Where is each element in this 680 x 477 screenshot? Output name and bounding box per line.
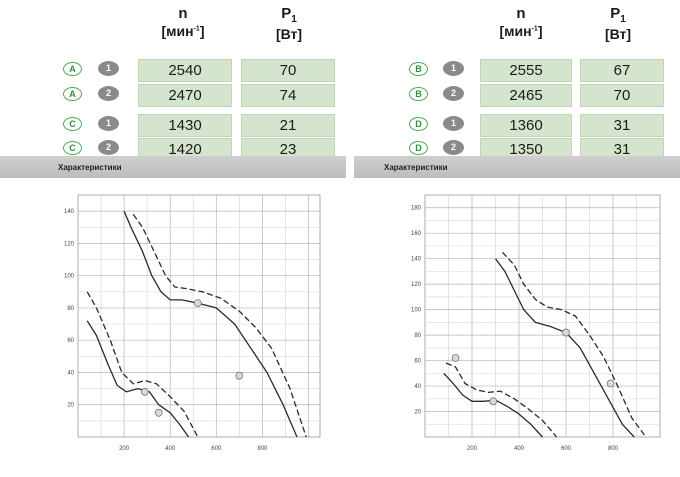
curve-badge: A — [63, 62, 82, 76]
speed-cell: 1430 — [138, 114, 232, 137]
curve-badge: B — [409, 62, 428, 76]
power-unit: [Вт] — [604, 26, 632, 42]
y-tick-label: 120 — [411, 282, 422, 288]
step-badge: 2 — [443, 86, 464, 101]
curve-badge: A — [63, 87, 82, 101]
series-line-solid — [86, 320, 190, 438]
speed-symbol: n — [178, 5, 188, 22]
speed-header-right: n [мин-1] — [476, 6, 566, 39]
y-tick-label: 140 — [64, 209, 75, 215]
section-label-right: Характеристики — [384, 163, 448, 172]
curve-badge: D — [409, 117, 428, 131]
speed-unit: [мин-1] — [499, 22, 543, 39]
y-tick-label: 60 — [414, 359, 421, 365]
speed-cell: 2555 — [480, 59, 572, 82]
operating-point — [140, 387, 149, 396]
step-badge: 1 — [443, 116, 464, 131]
power-symbol: P1 — [281, 5, 297, 25]
y-tick-label: 100 — [411, 308, 422, 314]
y-tick-label: 20 — [67, 403, 74, 409]
operating-point — [489, 397, 498, 406]
x-tick-label: 400 — [165, 446, 176, 452]
x-tick-label: 200 — [119, 446, 130, 452]
operating-point — [154, 408, 163, 417]
curve-badge: D — [409, 141, 428, 155]
curve-badge: B — [409, 87, 428, 101]
series-line-dashed — [132, 214, 307, 438]
power-cell: 70 — [241, 59, 335, 82]
x-tick-label: 800 — [608, 446, 619, 452]
y-tick-label: 80 — [414, 333, 421, 339]
x-tick-label: 200 — [467, 446, 478, 452]
section-band-left — [0, 156, 346, 178]
step-badge: 2 — [98, 86, 119, 101]
y-tick-label: 180 — [411, 206, 422, 212]
y-tick-label: 20 — [414, 410, 421, 416]
x-tick-label: 600 — [211, 446, 222, 452]
operating-point — [562, 328, 570, 337]
series-line-solid — [123, 210, 298, 438]
y-tick-label: 40 — [414, 384, 421, 390]
speed-cell: 1360 — [480, 114, 572, 137]
section-band-right — [354, 156, 680, 178]
step-badge: 2 — [98, 140, 119, 155]
step-badge: 1 — [443, 61, 464, 76]
y-tick-label: 60 — [67, 338, 74, 344]
series-line-solid — [494, 258, 635, 438]
y-tick-label: 120 — [64, 241, 75, 247]
speed-unit: [мин-1] — [161, 22, 205, 39]
fan-curve-chart-left: 200 400 600 800 20 40 60 80 100 120 140 — [64, 194, 321, 452]
speed-header-left: n [мин-1] — [138, 6, 228, 39]
x-tick-label: 400 — [514, 446, 525, 452]
power-header-left: P1 [Вт] — [244, 6, 334, 42]
fan-curve-chart-right: 200 400 600 800 20 40 60 80 100 120 140 160 180 — [411, 194, 661, 452]
y-tick-label: 80 — [67, 306, 74, 312]
y-tick-label: 140 — [411, 257, 422, 263]
y-tick-label: 40 — [67, 370, 74, 376]
speed-cell: 2540 — [138, 59, 232, 82]
x-tick-label: 800 — [257, 446, 268, 452]
operating-point — [606, 379, 615, 388]
operating-point — [451, 354, 460, 362]
power-header-right: P1 [Вт] — [578, 6, 658, 42]
power-unit: [Вт] — [275, 26, 303, 42]
power-cell: 31 — [580, 114, 664, 137]
operating-point — [235, 371, 244, 380]
step-badge: 2 — [443, 140, 464, 155]
power-symbol: P1 — [610, 5, 626, 25]
curve-badge: C — [63, 141, 82, 155]
power-cell: 74 — [241, 84, 335, 107]
speed-cell: 1350 — [480, 138, 572, 161]
operating-point — [193, 299, 202, 307]
series-line-dashed — [502, 251, 647, 438]
plot-area — [77, 194, 321, 438]
curve-badge: C — [63, 117, 82, 131]
power-cell: 67 — [580, 59, 664, 82]
step-badge: 1 — [98, 116, 119, 131]
power-cell: 70 — [580, 84, 664, 107]
series-line-dashed — [445, 362, 558, 438]
speed-cell: 2465 — [480, 84, 572, 107]
y-tick-label: 100 — [64, 274, 75, 280]
speed-cell: 2470 — [138, 84, 232, 107]
step-badge: 1 — [98, 61, 119, 76]
speed-symbol: n — [516, 5, 526, 22]
section-label-left: Характеристики — [58, 163, 122, 172]
y-tick-label: 160 — [411, 231, 422, 237]
power-cell: 21 — [241, 114, 335, 137]
x-tick-label: 600 — [561, 446, 572, 452]
series-line-dashed — [86, 291, 199, 438]
